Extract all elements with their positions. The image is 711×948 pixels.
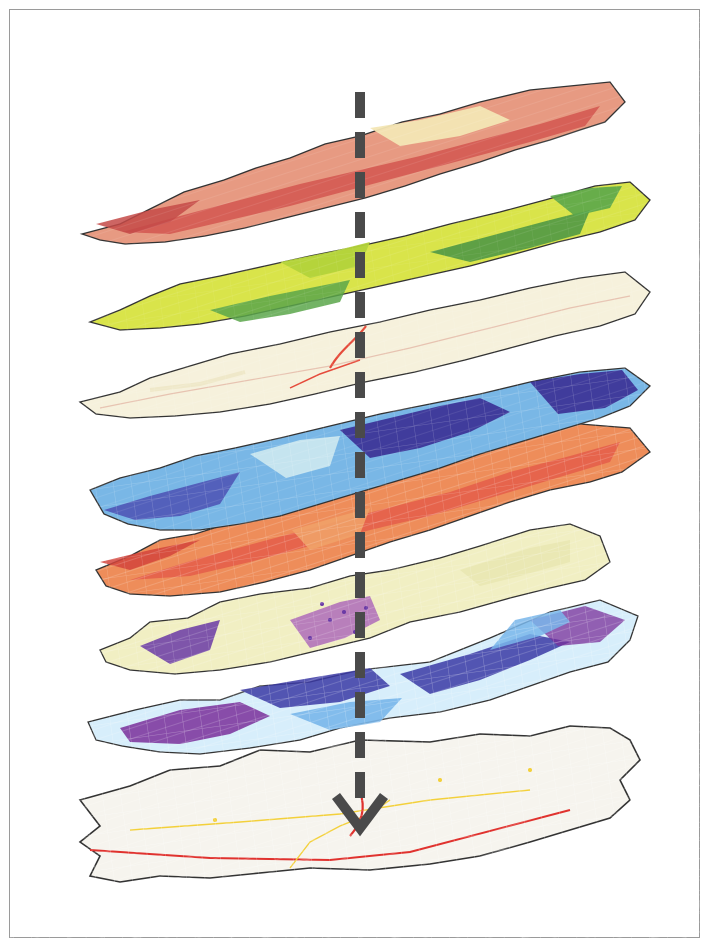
- stacked-layers-illustration: [10, 10, 701, 939]
- down-arrow-icon: [332, 92, 388, 837]
- figure-frame: [9, 9, 701, 939]
